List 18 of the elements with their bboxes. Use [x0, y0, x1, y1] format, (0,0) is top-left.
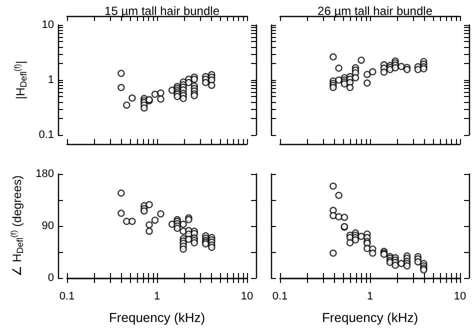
x-tick-label: 0.1 — [272, 290, 288, 302]
y-tick-label: 10 — [42, 19, 54, 31]
y-axis-title: |HDefl(f)| — [12, 60, 28, 100]
y-tick-label: 180 — [36, 168, 54, 180]
y-axis-title: ∠ HDefl(f) (degrees) — [10, 175, 26, 277]
y-tick-label: 90 — [42, 220, 54, 232]
x-axis-title: Frequency (kHz) — [108, 310, 206, 325]
y-tick-label: 0.1 — [38, 129, 54, 141]
y-tick-label: 0 — [48, 272, 54, 284]
x-tick-label: 1 — [366, 290, 374, 302]
x-tick-label: 10 — [240, 290, 254, 302]
x-tick-label: 0.1 — [59, 290, 75, 302]
chart-title: 26 µm tall hair bundle — [318, 4, 433, 18]
x-tick-label: 1 — [154, 290, 160, 302]
x-axis-title: Frequency (kHz) — [322, 310, 418, 325]
x-tick-label: 10 — [454, 290, 466, 302]
chart-title: 15 µm tall hair bundle — [104, 4, 220, 18]
y-tick-label: 1 — [48, 74, 54, 86]
